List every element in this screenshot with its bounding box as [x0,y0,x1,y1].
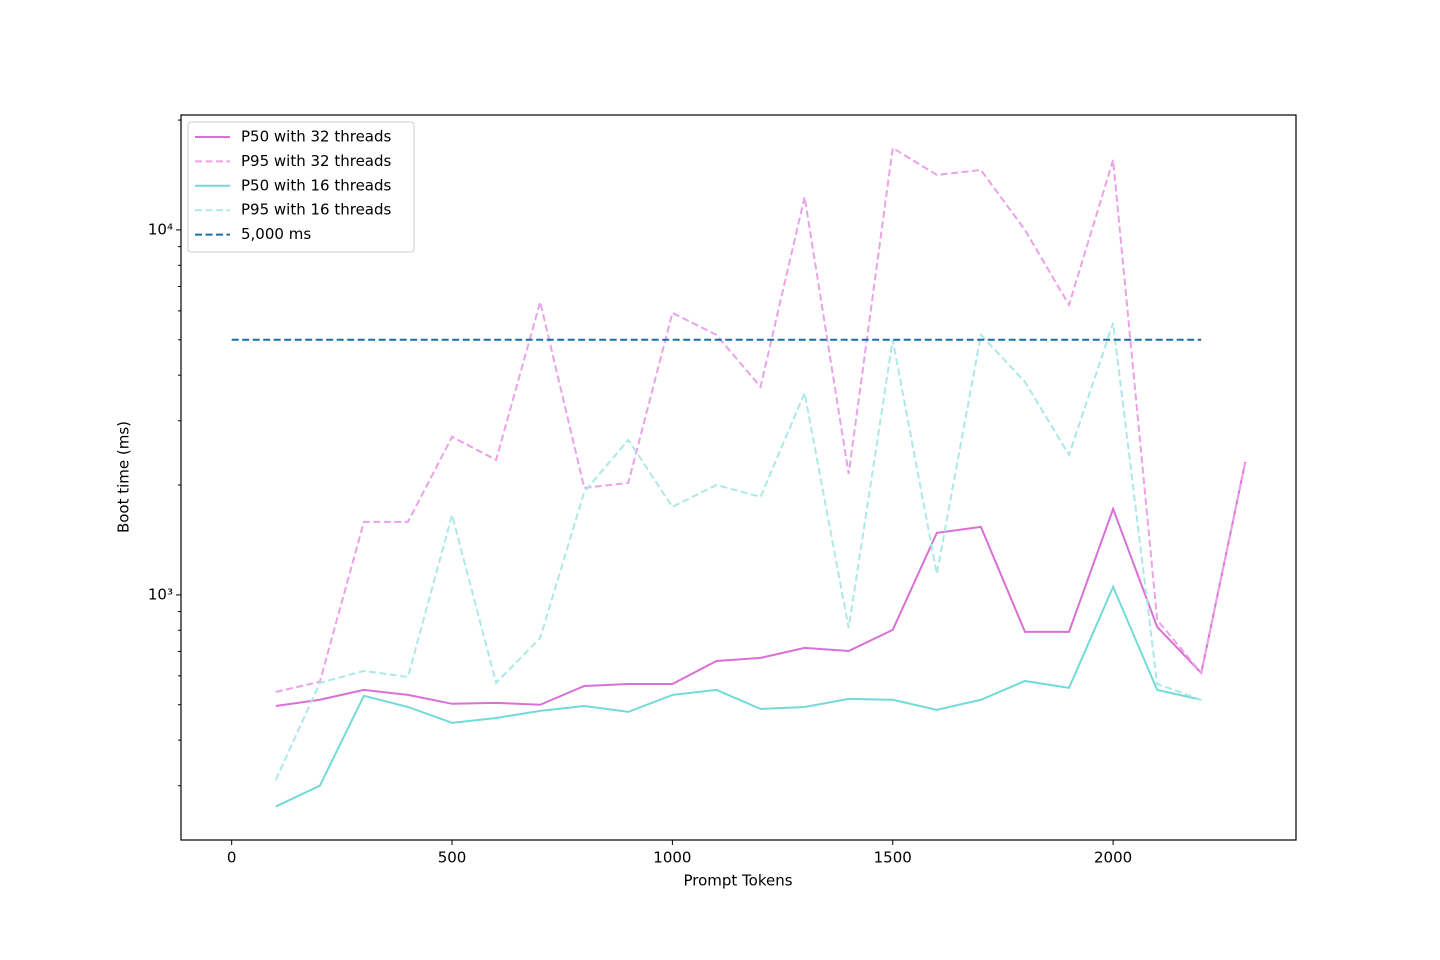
series-line [275,461,1247,708]
axes-frame [180,114,1297,841]
legend-label: P95 with 32 threads [241,152,392,170]
legend: P50 with 32 threads P95 with 32 threads P5… [187,121,415,253]
legend-box [187,121,415,253]
x-tick-label: 500 [438,849,467,867]
x-axis-label: Prompt Tokens [683,872,792,890]
plot-area [231,146,1247,808]
y-tick-label: 10³ [148,585,173,603]
y-axis-label: Boot time (ms) [115,421,133,533]
legend-label: P95 with 16 threads [241,201,392,219]
x-tick-label: 1000 [653,849,691,867]
y-tick-label: 10⁴ [148,220,173,238]
x-tick-label: 2000 [1094,849,1132,867]
legend-label: P50 with 32 threads [241,128,392,146]
legend-label: 5,000 ms [241,225,311,243]
series-line [275,584,1202,808]
series-line [275,146,1247,693]
series-line [274,322,1202,781]
x-tick-label: 1500 [874,849,912,867]
x-tick-label: 0 [227,849,237,867]
legend-label: P50 with 16 threads [241,176,392,194]
